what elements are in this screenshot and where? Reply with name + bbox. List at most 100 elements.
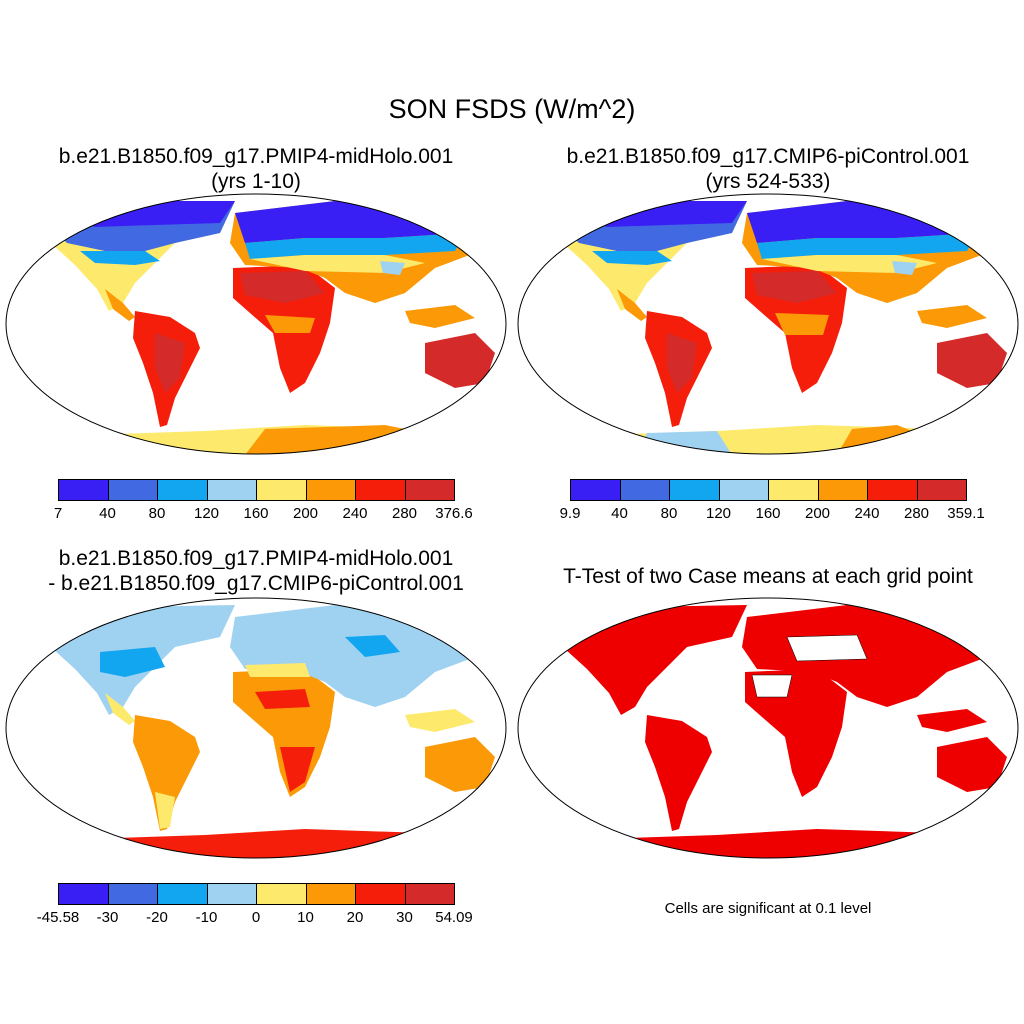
colorbar-label: 160	[755, 505, 781, 522]
nonsignif-gap-1	[786, 634, 868, 662]
colorbar-panel3: -45.58 -30 -20 -10 0 10 20 30 54.09	[37, 883, 473, 931]
colorbar-box	[305, 883, 356, 905]
colorbar-box	[157, 479, 208, 501]
australia-signif	[937, 737, 1007, 792]
colorbar-box	[256, 883, 307, 905]
panel2-title-line1: b.e21.B1850.f09_g17.CMIP6-piControl.001	[566, 145, 970, 168]
north-america-arctic	[577, 201, 747, 227]
panel4-map	[517, 597, 1019, 859]
colorbar-label: 200	[292, 505, 319, 522]
colorbar-box	[867, 479, 918, 501]
panel1-title-line2: (yrs 1-10)	[211, 170, 301, 193]
indonesia-signif	[917, 709, 987, 732]
colorbar-label: 10	[297, 909, 314, 926]
colorbar-label: -30	[96, 909, 119, 926]
colorbar-label: 280	[903, 505, 930, 522]
colorbar-label: 20	[346, 909, 364, 926]
colorbar-box	[669, 479, 720, 501]
south-america	[133, 715, 200, 831]
colorbar-panel1: 7 40 80 120 160 200 240 280 376.6	[54, 479, 473, 527]
indonesia	[917, 305, 987, 328]
colorbar-label: 9.9	[559, 505, 581, 522]
indonesia	[405, 305, 475, 328]
colorbar-label: -20	[146, 909, 168, 926]
mediterranean	[245, 663, 310, 677]
colorbar-label: 80	[148, 505, 166, 522]
nonsignif-gap-2	[751, 674, 793, 698]
eurasia-temperate	[762, 255, 937, 273]
colorbar-label: 54.09	[435, 909, 473, 926]
colorbar-label: 240	[854, 505, 880, 522]
figure-title: SON FSDS (W/m^2)	[388, 94, 636, 124]
panel2-map	[517, 193, 1019, 455]
colorbar-panel2: 9.9 40 80 120 160 200 240 280 359.1	[560, 479, 985, 527]
south-america-core	[667, 333, 697, 393]
colorbar-label: 240	[342, 505, 368, 522]
colorbar-label: 120	[705, 505, 732, 522]
colorbar-box	[355, 883, 406, 905]
eurasia-temperate	[250, 255, 425, 273]
central-asia	[345, 635, 400, 657]
panel4-title: T-Test of two Case means at each grid po…	[563, 565, 973, 588]
colorbar-label: 7	[53, 505, 63, 522]
australia	[937, 333, 1007, 388]
panel1-title: b.e21.B1850.f09_g17.PMIP4-midHolo.001 (y…	[0, 144, 512, 194]
colorbar-box	[718, 479, 769, 501]
colorbar-box	[58, 479, 109, 501]
colorbar-box	[107, 883, 158, 905]
africa-tropics	[775, 313, 829, 335]
colorbar-box	[256, 479, 307, 501]
panel3-title-line2: - b.e21.B1850.f09_g17.CMIP6-piControl.00…	[48, 572, 464, 595]
central-america	[105, 289, 135, 321]
eurasia-mid	[757, 233, 977, 259]
significant-cells	[518, 598, 1018, 858]
colorbar-label: 40	[99, 505, 116, 522]
colorbar-label: 120	[193, 505, 220, 522]
colorbar-label: 280	[391, 505, 418, 522]
panel3-title-line1: b.e21.B1850.f09_g17.PMIP4-midHolo.001	[58, 547, 454, 570]
colorbar-label: 80	[660, 505, 678, 522]
australia	[425, 737, 495, 792]
colorbar-box	[817, 479, 868, 501]
colorbar-box	[58, 883, 109, 905]
colorbar-label: 30	[396, 909, 413, 926]
central-america	[617, 289, 647, 321]
south-america-core	[155, 333, 185, 393]
central-america	[105, 693, 135, 725]
sahel-hotspot	[255, 689, 310, 709]
panel2-title: b.e21.B1850.f09_g17.CMIP6-piControl.001 …	[512, 144, 1024, 194]
south-america-south	[155, 792, 175, 829]
tibet	[892, 261, 917, 275]
colorbar-box	[570, 479, 621, 501]
panel1-title-line1: b.e21.B1850.f09_g17.PMIP4-midHolo.001	[58, 145, 454, 168]
colorbar-box	[404, 883, 455, 905]
africa-signif	[745, 669, 847, 797]
colorbar-box	[107, 479, 158, 501]
colorbar-box	[206, 479, 257, 501]
colorbar-label: 160	[243, 505, 269, 522]
eurasia-mid	[245, 233, 465, 259]
antarctica-east	[245, 425, 435, 454]
colorbar-box	[768, 479, 819, 501]
colorbar-label: 359.1	[947, 505, 985, 522]
africa-sahara	[752, 271, 837, 303]
north-america-mid	[80, 251, 160, 265]
tibet	[380, 261, 405, 275]
colorbar-label: 40	[611, 505, 628, 522]
africa-south	[280, 747, 315, 792]
north-america-east	[100, 647, 165, 677]
colorbar-box	[404, 479, 455, 501]
australia	[425, 333, 495, 388]
north-america-arctic	[65, 201, 235, 227]
colorbar-box	[619, 479, 670, 501]
panel3-map	[5, 597, 507, 859]
panel1-map	[5, 193, 507, 455]
colorbar-box	[206, 883, 257, 905]
colorbar-box	[305, 479, 356, 501]
north-america-signif	[557, 605, 747, 715]
north-america-mid	[592, 251, 672, 265]
colorbar-label: -45.58	[36, 909, 80, 926]
colorbar-box	[355, 479, 406, 501]
africa-sahara	[240, 271, 325, 303]
colorbar-label: 200	[804, 505, 831, 522]
